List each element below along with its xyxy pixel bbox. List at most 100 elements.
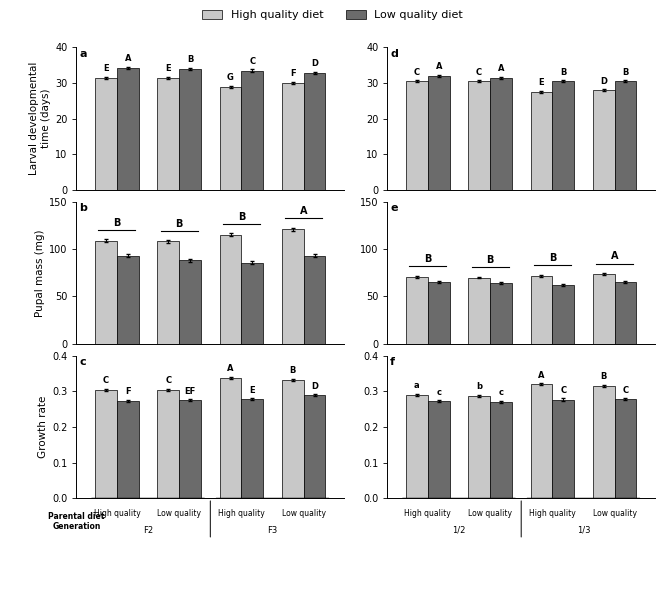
Bar bbox=[614, 81, 636, 190]
Text: E: E bbox=[166, 64, 171, 73]
Text: 1/2: 1/2 bbox=[452, 526, 466, 535]
Bar bbox=[553, 81, 574, 190]
Bar bbox=[531, 92, 553, 190]
Text: C: C bbox=[560, 386, 567, 395]
Bar bbox=[468, 278, 490, 344]
Text: C: C bbox=[249, 57, 255, 66]
Bar bbox=[593, 90, 614, 190]
Bar bbox=[406, 81, 428, 190]
Text: High quality: High quality bbox=[529, 509, 576, 518]
Text: D: D bbox=[600, 76, 607, 85]
Text: E: E bbox=[539, 78, 544, 87]
Bar bbox=[95, 390, 117, 498]
Text: C: C bbox=[103, 376, 109, 385]
Bar bbox=[219, 235, 241, 344]
Text: 1/3: 1/3 bbox=[577, 526, 591, 535]
Text: High quality: High quality bbox=[94, 509, 140, 518]
Bar bbox=[468, 396, 490, 498]
Bar bbox=[614, 282, 636, 344]
Text: F2: F2 bbox=[143, 526, 153, 535]
Bar bbox=[95, 241, 117, 344]
Text: B: B bbox=[113, 218, 120, 228]
Text: E: E bbox=[249, 385, 255, 394]
Bar bbox=[593, 386, 614, 498]
Text: B: B bbox=[600, 372, 607, 381]
Text: b: b bbox=[476, 382, 482, 391]
Legend: High quality diet, Low quality diet: High quality diet, Low quality diet bbox=[198, 5, 467, 25]
Text: B: B bbox=[560, 68, 567, 76]
Text: F: F bbox=[125, 387, 130, 396]
Text: C: C bbox=[414, 68, 420, 76]
Text: A: A bbox=[538, 371, 545, 380]
Text: c: c bbox=[79, 357, 86, 367]
Text: EF: EF bbox=[184, 387, 196, 396]
Bar bbox=[531, 276, 553, 344]
Text: e: e bbox=[390, 203, 398, 213]
Text: High quality: High quality bbox=[218, 509, 265, 518]
Text: E: E bbox=[103, 64, 109, 73]
Text: A: A bbox=[611, 251, 618, 262]
Text: A: A bbox=[124, 55, 131, 63]
Bar bbox=[282, 83, 304, 190]
Text: Low quality: Low quality bbox=[282, 509, 326, 518]
Text: C: C bbox=[165, 376, 172, 385]
Y-axis label: Pupal mass (mg): Pupal mass (mg) bbox=[35, 229, 45, 317]
Bar bbox=[219, 87, 241, 190]
Bar bbox=[117, 401, 139, 498]
Bar bbox=[282, 229, 304, 344]
Text: b: b bbox=[79, 203, 87, 213]
Text: f: f bbox=[390, 357, 395, 367]
Text: c: c bbox=[436, 388, 441, 397]
Bar bbox=[428, 76, 450, 190]
Text: Low quality: Low quality bbox=[157, 509, 201, 518]
Bar bbox=[158, 241, 179, 344]
Text: d: d bbox=[390, 49, 398, 59]
Bar bbox=[158, 390, 179, 498]
Bar bbox=[490, 283, 512, 344]
Y-axis label: Growth rate: Growth rate bbox=[38, 396, 48, 458]
Text: B: B bbox=[289, 366, 296, 375]
Text: B: B bbox=[424, 254, 432, 264]
Text: A: A bbox=[300, 206, 307, 216]
Bar bbox=[117, 256, 139, 344]
Bar bbox=[428, 401, 450, 498]
Bar bbox=[117, 68, 139, 190]
Text: A: A bbox=[227, 364, 234, 373]
Text: G: G bbox=[227, 73, 234, 82]
Bar bbox=[95, 78, 117, 190]
Text: D: D bbox=[311, 382, 318, 391]
Text: F3: F3 bbox=[267, 526, 278, 535]
Bar bbox=[179, 400, 201, 498]
Text: a: a bbox=[414, 381, 420, 390]
Bar bbox=[241, 71, 263, 190]
Text: F: F bbox=[290, 69, 296, 78]
Bar bbox=[593, 274, 614, 344]
Text: B: B bbox=[176, 219, 183, 229]
Text: a: a bbox=[79, 49, 86, 59]
Bar bbox=[553, 400, 574, 498]
Text: D: D bbox=[311, 59, 318, 68]
Text: C: C bbox=[622, 385, 628, 394]
Bar bbox=[614, 399, 636, 498]
Text: Low quality: Low quality bbox=[593, 509, 636, 518]
Text: B: B bbox=[238, 212, 245, 222]
Bar bbox=[219, 378, 241, 498]
Bar bbox=[490, 402, 512, 498]
Bar bbox=[282, 380, 304, 498]
Text: A: A bbox=[497, 64, 504, 73]
Bar bbox=[553, 285, 574, 344]
Bar bbox=[406, 276, 428, 344]
Bar bbox=[158, 78, 179, 190]
Bar bbox=[406, 395, 428, 498]
Text: High quality: High quality bbox=[404, 509, 451, 518]
Text: C: C bbox=[476, 68, 482, 76]
Bar bbox=[490, 78, 512, 190]
Text: A: A bbox=[436, 62, 442, 71]
Text: c: c bbox=[499, 388, 503, 397]
Bar bbox=[304, 73, 325, 190]
Y-axis label: Larval developmental
time (days): Larval developmental time (days) bbox=[29, 62, 51, 176]
Bar bbox=[468, 81, 490, 190]
Bar bbox=[179, 69, 201, 190]
Text: Low quality: Low quality bbox=[468, 509, 512, 518]
Bar bbox=[428, 282, 450, 344]
